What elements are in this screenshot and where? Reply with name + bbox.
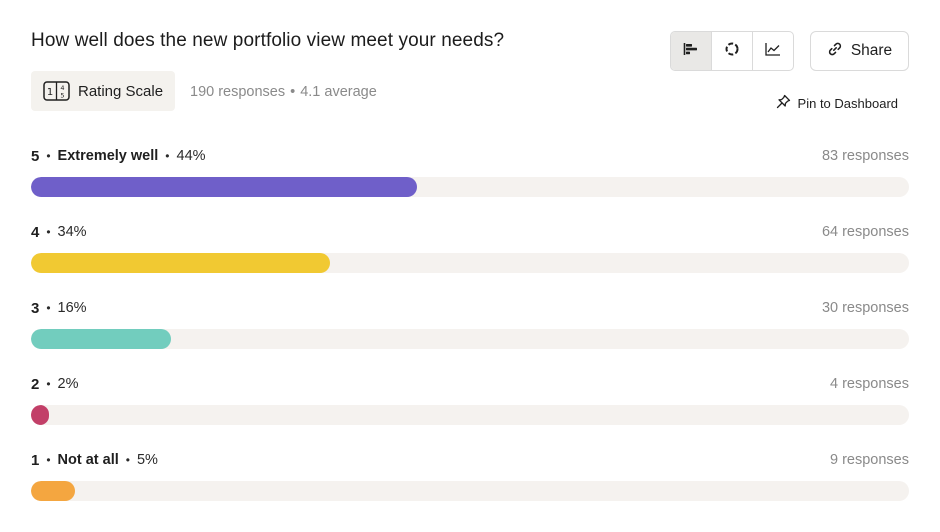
pin-label: Pin to Dashboard <box>797 95 898 111</box>
line-chart-icon <box>765 42 781 61</box>
rating-percent: 5% <box>136 452 158 468</box>
bar-track <box>31 177 909 197</box>
rating-distribution: 5 • Extremely well • 44% 83 responses 4 … <box>31 145 909 525</box>
bar-chart-icon <box>683 42 699 61</box>
dot-separator: • <box>165 149 170 163</box>
svg-text:5: 5 <box>60 92 64 100</box>
rating-count: 30 responses <box>821 300 909 316</box>
rating-row-4: 4 • 34% 64 responses <box>31 221 909 297</box>
link-icon <box>827 41 843 62</box>
bar-fill <box>31 329 172 349</box>
rating-row-1: 1 • Not at all • 5% 9 responses <box>31 449 909 525</box>
rating-scale-icon: 1 4 5 <box>43 81 70 101</box>
response-count: 190 responses <box>190 84 286 100</box>
rating-percent: 34% <box>57 224 87 240</box>
rating-percent: 2% <box>57 376 79 392</box>
bar-track <box>31 481 909 501</box>
question-type-label: Rating Scale <box>78 82 164 100</box>
line-chart-view-button[interactable] <box>753 32 793 70</box>
meta-separator: • <box>290 84 296 100</box>
rating-value: 2 <box>31 375 40 393</box>
bar-chart-view-button[interactable] <box>671 32 712 70</box>
rating-row-3: 3 • 16% 30 responses <box>31 297 909 373</box>
pin-to-dashboard-button[interactable]: Pin to Dashboard <box>776 94 898 112</box>
rating-count: 4 responses <box>830 376 909 392</box>
bar-track <box>31 329 909 349</box>
rating-percent: 16% <box>57 300 87 316</box>
pin-icon <box>776 94 791 112</box>
svg-text:1: 1 <box>47 87 53 98</box>
share-button[interactable]: Share <box>810 31 909 71</box>
bar-fill <box>31 177 418 197</box>
rating-row-5: 5 • Extremely well • 44% 83 responses <box>31 145 909 221</box>
dot-separator: • <box>125 453 130 467</box>
donut-chart-icon <box>724 41 740 62</box>
bar-fill <box>31 481 75 501</box>
bar-track <box>31 405 909 425</box>
rating-count: 83 responses <box>821 148 909 164</box>
rating-value: 3 <box>31 299 40 317</box>
rating-label: Extremely well <box>57 148 159 164</box>
rating-count: 9 responses <box>830 452 909 468</box>
question-type-chip: 1 4 5 Rating Scale <box>31 71 176 111</box>
rating-value: 1 <box>31 451 40 469</box>
dot-separator: • <box>46 377 51 391</box>
rating-row-2: 2 • 2% 4 responses <box>31 373 909 449</box>
donut-chart-view-button[interactable] <box>712 32 753 70</box>
question-title: How well does the new portfolio view mee… <box>31 30 505 51</box>
bar-fill <box>31 405 49 425</box>
dot-separator: • <box>46 301 51 315</box>
rating-label: Not at all <box>57 452 119 468</box>
dot-separator: • <box>46 225 51 239</box>
bar-fill <box>31 253 330 273</box>
rating-percent: 44% <box>176 148 206 164</box>
dot-separator: • <box>46 453 51 467</box>
rating-value: 5 <box>31 147 40 165</box>
svg-text:4: 4 <box>60 84 64 92</box>
average-rating: 4.1 average <box>300 84 377 100</box>
share-label: Share <box>850 42 893 59</box>
chart-view-toggle <box>670 31 794 71</box>
rating-count: 64 responses <box>821 224 909 240</box>
rating-value: 4 <box>31 223 40 241</box>
bar-track <box>31 253 909 273</box>
dot-separator: • <box>46 149 51 163</box>
response-summary: 190 responses • 4.1 average <box>190 84 377 100</box>
